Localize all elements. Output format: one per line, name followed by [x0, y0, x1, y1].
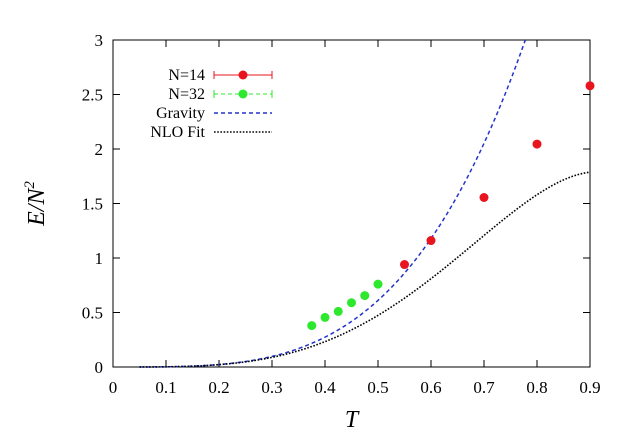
- x-axis-title: T: [345, 407, 360, 433]
- point-n32: [307, 321, 317, 331]
- nlo-fit-curve: [139, 171, 591, 368]
- y-tick-label: 1.5: [82, 195, 103, 214]
- y-axis-title: E/N2: [22, 181, 50, 227]
- y-tick-label: 1: [95, 249, 104, 268]
- x-tick-label: 0.9: [579, 378, 600, 397]
- x-tick-label: 0: [109, 378, 118, 397]
- legend-label-n14: N=14: [168, 67, 205, 84]
- y-tick-labels: 0 0.5 1 1.5 2 2.5 3: [82, 31, 103, 377]
- point-n14: [585, 81, 595, 91]
- y-tick-label: 3: [95, 31, 104, 50]
- x-tick-label: 0.8: [526, 378, 547, 397]
- y-tick-label: 0.5: [82, 304, 103, 323]
- x-tick-labels: 0 0.1 0.2 0.3 0.4 0.5 0.6 0.7 0.8 0.9: [109, 378, 601, 397]
- legend-sample-n14-marker: [238, 70, 248, 80]
- point-n14: [400, 260, 409, 270]
- y-tick-label: 2: [95, 140, 104, 159]
- point-n32: [333, 306, 343, 316]
- legend-label-n32: N=32: [168, 86, 205, 103]
- x-tick-label: 0.2: [208, 378, 229, 397]
- x-tick-label: 0.7: [473, 378, 495, 397]
- x-tick-label: 0.6: [420, 378, 441, 397]
- x-tick-label: 0.1: [155, 378, 176, 397]
- point-n14: [479, 193, 489, 203]
- point-n14: [532, 139, 542, 149]
- y-axis-title-superscript: 2: [22, 181, 38, 189]
- tick-marks: [112, 39, 591, 368]
- legend-label-gravity: Gravity: [156, 105, 205, 122]
- x-tick-label: 0.4: [314, 378, 336, 397]
- y-axis-title-main: E/N: [24, 187, 50, 227]
- point-n32: [373, 279, 383, 289]
- legend-label-nlo-fit: NLO Fit: [150, 124, 205, 141]
- point-n14: [426, 236, 436, 246]
- point-n32: [360, 291, 370, 301]
- curves: [139, 39, 591, 368]
- legend-sample-n32-marker: [238, 89, 248, 99]
- x-tick-label: 0.3: [261, 378, 282, 397]
- y-tick-label: 0: [95, 358, 104, 377]
- point-n32: [347, 298, 356, 308]
- legend: N=14 N=32 Gravity NLO Fit: [150, 67, 273, 141]
- x-tick-label: 0.5: [367, 378, 388, 397]
- data-points: [307, 81, 595, 331]
- y-tick-label: 2.5: [82, 86, 103, 105]
- legend-samples: [213, 70, 273, 133]
- point-n32: [320, 312, 330, 322]
